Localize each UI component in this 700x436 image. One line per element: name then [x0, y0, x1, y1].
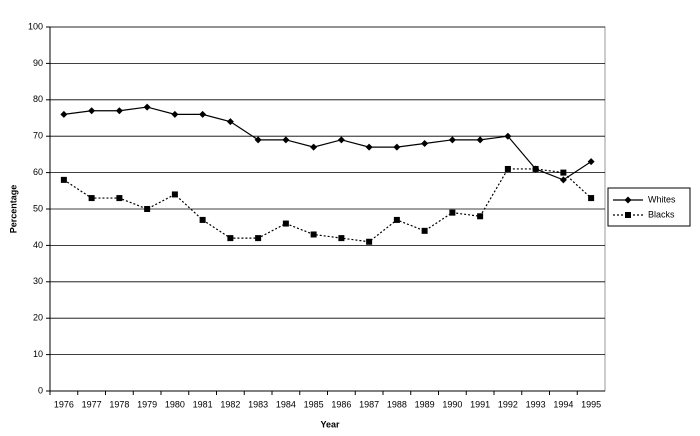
y-tick-label: 0: [38, 385, 43, 395]
point: [476, 136, 484, 144]
point: [60, 176, 67, 183]
point: [559, 176, 567, 184]
y-tick-label: 70: [33, 131, 43, 141]
point: [143, 103, 151, 111]
x-tick-label: 1983: [248, 399, 268, 409]
point: [532, 165, 539, 172]
legend-label: Blacks: [648, 209, 675, 219]
point: [365, 143, 373, 151]
y-tick-label: 100: [28, 21, 43, 31]
point: [587, 158, 595, 166]
x-tick-label: 1992: [498, 399, 518, 409]
point: [115, 107, 123, 115]
point: [282, 220, 289, 227]
x-tick-label: 1988: [387, 399, 407, 409]
y-tick-label: 30: [33, 276, 43, 286]
x-tick-label: 1985: [304, 399, 324, 409]
point: [254, 136, 262, 144]
legend-box: [607, 187, 691, 227]
series-line: [63, 168, 592, 243]
y-tick-label: 60: [33, 167, 43, 177]
y-tick-label: 10: [33, 349, 43, 359]
y-tick-label: 80: [33, 94, 43, 104]
point: [449, 209, 456, 216]
point: [199, 110, 207, 118]
point: [448, 136, 456, 144]
y-tick-label: 90: [33, 58, 43, 68]
point: [226, 118, 234, 126]
series-line: [63, 106, 592, 181]
point: [88, 107, 96, 115]
point: [60, 110, 68, 118]
point: [504, 132, 512, 140]
point: [199, 216, 206, 223]
point: [337, 136, 345, 144]
x-tick-label: 1991: [470, 399, 490, 409]
point: [282, 136, 290, 144]
point: [504, 165, 511, 172]
point: [393, 216, 400, 223]
y-tick-label: 50: [33, 203, 43, 213]
point: [366, 238, 373, 245]
y-tick-label: 40: [33, 240, 43, 250]
y-tick-label: 20: [33, 313, 43, 323]
x-tick-label: 1984: [276, 399, 296, 409]
point: [171, 110, 179, 118]
point: [588, 195, 595, 202]
point: [88, 195, 95, 202]
x-tick-label: 1976: [54, 399, 74, 409]
x-tick-label: 1978: [109, 399, 129, 409]
point: [421, 139, 429, 147]
x-tick-label: 1993: [526, 399, 546, 409]
legend-label: Whites: [648, 194, 676, 204]
point: [171, 191, 178, 198]
point: [116, 195, 123, 202]
x-tick-label: 1977: [82, 399, 102, 409]
point: [144, 206, 151, 212]
x-tick-label: 1980: [165, 399, 185, 409]
x-tick-label: 1982: [220, 399, 240, 409]
point: [227, 235, 234, 242]
point: [310, 231, 317, 238]
point: [625, 212, 631, 218]
point: [560, 169, 567, 176]
point: [421, 227, 428, 234]
x-tick-label: 1994: [553, 399, 573, 409]
x-tick-label: 1987: [359, 399, 379, 409]
x-tick-label: 1995: [581, 399, 601, 409]
point: [624, 196, 632, 204]
point: [338, 235, 345, 242]
x-tick-label: 1979: [137, 399, 157, 409]
point: [477, 213, 484, 220]
x-tick-label: 1986: [331, 399, 351, 409]
x-axis-title: Year: [320, 419, 340, 429]
point: [393, 143, 401, 151]
y-axis-title: Percentage: [8, 185, 18, 234]
point: [255, 235, 262, 242]
x-tick-label: 1990: [442, 399, 462, 409]
x-tick-label: 1989: [415, 399, 435, 409]
point: [310, 143, 318, 151]
x-tick-label: 1981: [193, 399, 213, 409]
